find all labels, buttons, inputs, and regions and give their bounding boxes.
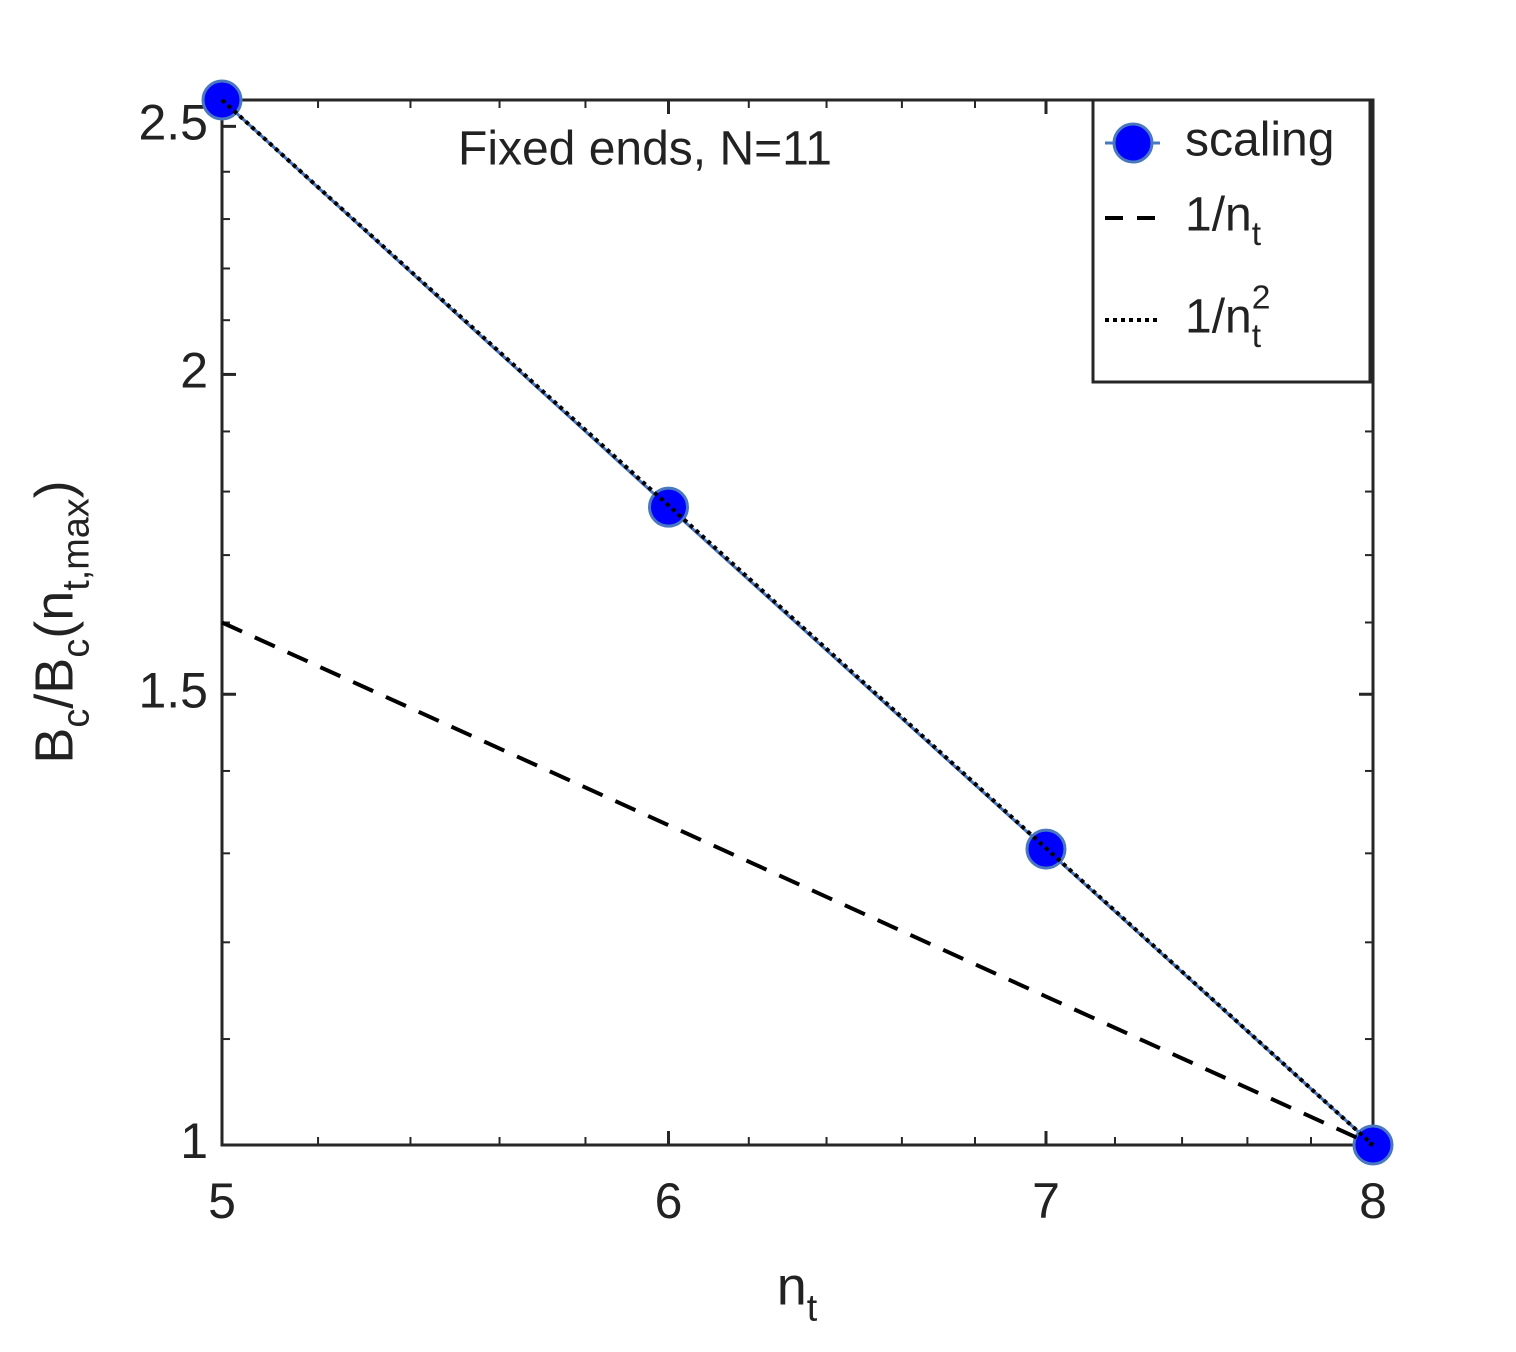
y-axis-label-part: c bbox=[56, 709, 98, 728]
x-tick-label: 8 bbox=[1359, 1173, 1387, 1229]
legend-label-parts: scaling bbox=[1185, 114, 1334, 167]
y-axis-label: Bc/Bc(nt,max) bbox=[24, 480, 97, 763]
legend-label-part: 2 bbox=[1252, 280, 1271, 317]
y-axis-label-part: c bbox=[56, 639, 98, 658]
y-axis-label-part: /B bbox=[24, 658, 84, 709]
legend-label-part: t bbox=[1252, 318, 1262, 355]
y-axis-label-part: B bbox=[24, 728, 84, 764]
legend-label-part: 1/n bbox=[1185, 291, 1252, 344]
x-tick-label: 7 bbox=[1032, 1173, 1060, 1229]
x-axis-label-part: n bbox=[777, 1256, 807, 1316]
y-axis-label-part: t,max bbox=[56, 498, 98, 591]
legend-label-part: scaling bbox=[1185, 114, 1334, 167]
y-tick-label: 2 bbox=[180, 343, 208, 399]
legend-label: scaling bbox=[1185, 114, 1334, 167]
y-tick-label: 1.5 bbox=[138, 662, 208, 718]
legend-label: 1/n 2t bbox=[1185, 280, 1270, 355]
x-tick-label: 5 bbox=[208, 1173, 236, 1229]
y-axis-label-parts: Bc/Bc(nt,max) bbox=[24, 480, 97, 763]
legend-marker bbox=[1112, 122, 1154, 164]
series-line bbox=[220, 98, 1375, 1147]
series-line bbox=[221, 620, 1374, 1147]
legend-label: 1/n t bbox=[1185, 189, 1262, 253]
y-tick-label: 1 bbox=[180, 1113, 208, 1169]
y-axis-label-part: (n bbox=[24, 591, 84, 639]
chart-title: Fixed ends, N=11 bbox=[458, 123, 832, 176]
legend-label-parts: 1/n 2t bbox=[1185, 280, 1270, 355]
y-tick-label: 2.5 bbox=[138, 95, 208, 151]
y-axis-label-part: ) bbox=[24, 480, 84, 498]
legend-label-part: t bbox=[1252, 216, 1262, 253]
legend-label-part: 1/n bbox=[1185, 189, 1252, 242]
x-tick-label: 6 bbox=[655, 1173, 683, 1229]
x-axis-label-part: t bbox=[807, 1288, 818, 1330]
legend-label-parts: 1/n t bbox=[1185, 189, 1262, 253]
